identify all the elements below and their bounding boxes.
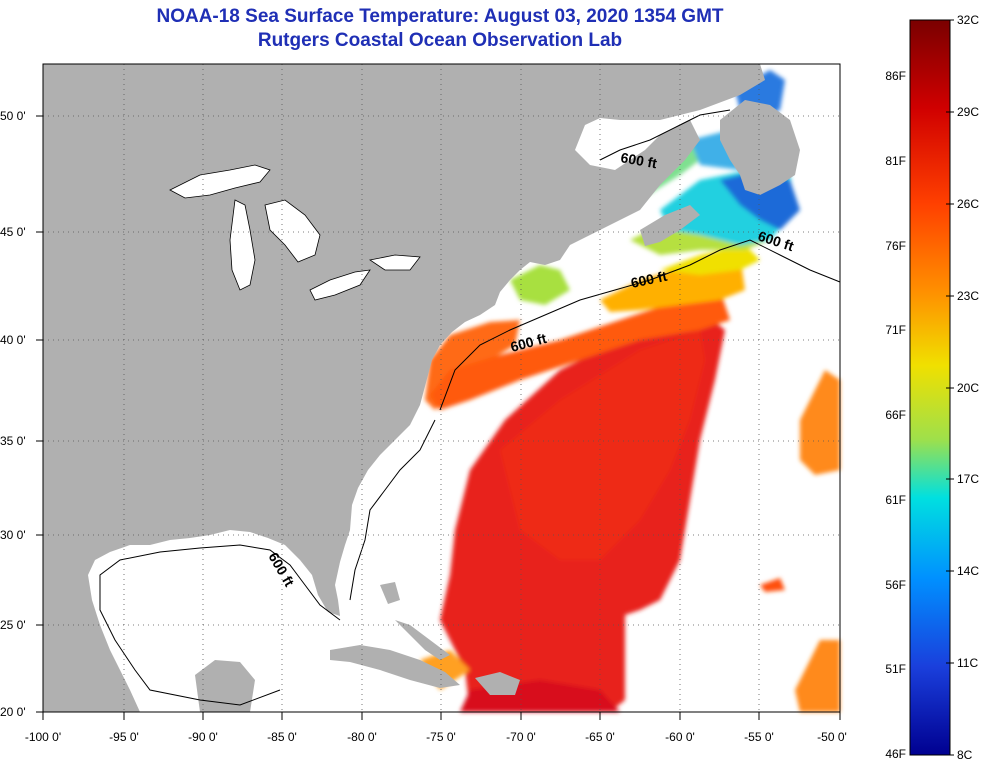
colorbar-celsius-label: 14C xyxy=(957,564,979,578)
lat-tick-label: 25 0' xyxy=(0,618,26,632)
colorbar-celsius-label: 26C xyxy=(957,197,979,211)
graticule xyxy=(43,64,840,712)
lon-tick-label: -55 0' xyxy=(744,730,774,744)
lat-tick-label: 35 0' xyxy=(0,434,26,448)
lake-huron xyxy=(264,199,321,263)
colorbar-fahrenheit-label: 51F xyxy=(885,662,906,676)
lake-superior xyxy=(169,164,271,199)
lake-michigan xyxy=(229,199,256,291)
colorbar-fahrenheit-label: 86F xyxy=(885,69,906,83)
isobath-600ft xyxy=(99,109,841,706)
lat-tick-label: 50 0' xyxy=(0,109,26,123)
colorbar-ticks xyxy=(946,19,954,756)
lat-tick-label: 45 0' xyxy=(0,225,26,239)
lon-tick-label: -75 0' xyxy=(426,730,456,744)
lat-tick-label: 30 0' xyxy=(0,528,26,542)
longitude-axis xyxy=(42,712,841,720)
land xyxy=(43,64,800,712)
lon-tick-label: -65 0' xyxy=(585,730,615,744)
lon-tick-label: -50 0' xyxy=(817,730,847,744)
lon-tick-label: -80 0' xyxy=(347,730,377,744)
lon-tick-label: -90 0' xyxy=(188,730,218,744)
colorbar-fahrenheit-label: 66F xyxy=(885,408,906,422)
map-subtitle: Rutgers Coastal Ocean Observation Lab xyxy=(257,30,623,51)
contour-label: 600 ft xyxy=(619,149,658,171)
colorbar-fahrenheit-label: 56F xyxy=(885,578,906,592)
colorbar-fahrenheit-label: 81F xyxy=(885,154,906,168)
colorbar-celsius-label: 17C xyxy=(957,472,979,486)
latitude-axis xyxy=(36,115,43,713)
colorbar-celsius-label: 11C xyxy=(957,656,978,670)
colorbar-fahrenheit-label: 46F xyxy=(885,747,906,761)
lake-ontario xyxy=(368,254,421,271)
lon-tick-label: -100 0' xyxy=(25,730,61,744)
lon-tick-label: -85 0' xyxy=(267,730,297,744)
map-title: NOAA-18 Sea Surface Temperature: August … xyxy=(156,6,724,27)
colorbar-celsius-label: 32C xyxy=(957,13,979,27)
colorbar-celsius-label: 20C xyxy=(957,381,979,395)
lake-erie xyxy=(309,269,371,301)
lon-tick-label: -60 0' xyxy=(665,730,695,744)
contour-label: 600 ft xyxy=(629,268,668,291)
lon-tick-label: -70 0' xyxy=(506,730,536,744)
colorbar-fahrenheit-label: 71F xyxy=(885,323,906,337)
lon-tick-label: -95 0' xyxy=(109,730,139,744)
lat-tick-label: 20 0' xyxy=(0,705,26,719)
colorbar-fahrenheit-label: 61F xyxy=(885,493,906,507)
colorbar-fahrenheit-label: 76F xyxy=(885,239,906,253)
colorbar xyxy=(909,19,951,756)
colorbar-celsius-label: 23C xyxy=(957,289,979,303)
great-lakes xyxy=(169,164,450,660)
colorbar-celsius-label: 29C xyxy=(957,105,979,119)
colorbar-celsius-label: 8C xyxy=(957,748,973,762)
lat-tick-label: 40 0' xyxy=(0,333,26,347)
